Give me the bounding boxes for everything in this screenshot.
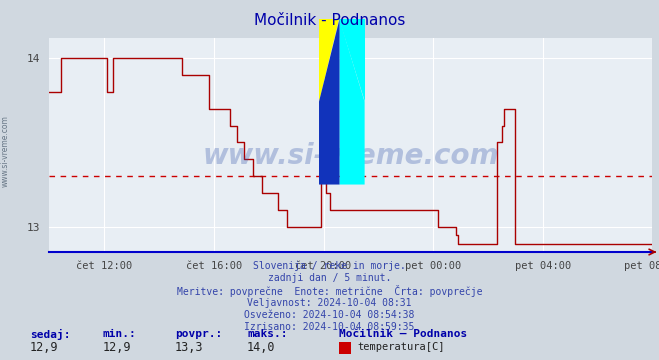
Polygon shape	[319, 19, 339, 102]
Polygon shape	[339, 19, 364, 102]
Text: www.si-vreme.com: www.si-vreme.com	[203, 141, 499, 170]
Text: sedaj:: sedaj:	[30, 329, 70, 339]
Text: temperatura[C]: temperatura[C]	[357, 342, 445, 352]
Text: Izrisano: 2024-10-04 08:59:35: Izrisano: 2024-10-04 08:59:35	[244, 322, 415, 332]
Polygon shape	[319, 19, 339, 185]
Text: povpr.:: povpr.:	[175, 329, 222, 339]
Text: 12,9: 12,9	[102, 341, 130, 354]
Text: Močilnik – Podnanos: Močilnik – Podnanos	[339, 329, 468, 339]
Text: Močilnik - Podnanos: Močilnik - Podnanos	[254, 13, 405, 28]
Text: www.si-vreme.com: www.si-vreme.com	[1, 115, 10, 187]
Text: zadnji dan / 5 minut.: zadnji dan / 5 minut.	[268, 273, 391, 283]
Text: maks.:: maks.:	[247, 329, 287, 339]
Text: 12,9: 12,9	[30, 341, 58, 354]
Text: Meritve: povprečne  Enote: metrične  Črta: povprečje: Meritve: povprečne Enote: metrične Črta:…	[177, 285, 482, 297]
Text: Veljavnost: 2024-10-04 08:31: Veljavnost: 2024-10-04 08:31	[247, 298, 412, 308]
Text: Slovenija / reke in morje.: Slovenija / reke in morje.	[253, 261, 406, 271]
Text: Osveženo: 2024-10-04 08:54:38: Osveženo: 2024-10-04 08:54:38	[244, 310, 415, 320]
Text: 14,0: 14,0	[247, 341, 275, 354]
Text: 13,3: 13,3	[175, 341, 203, 354]
Text: min.:: min.:	[102, 329, 136, 339]
Polygon shape	[339, 19, 364, 185]
